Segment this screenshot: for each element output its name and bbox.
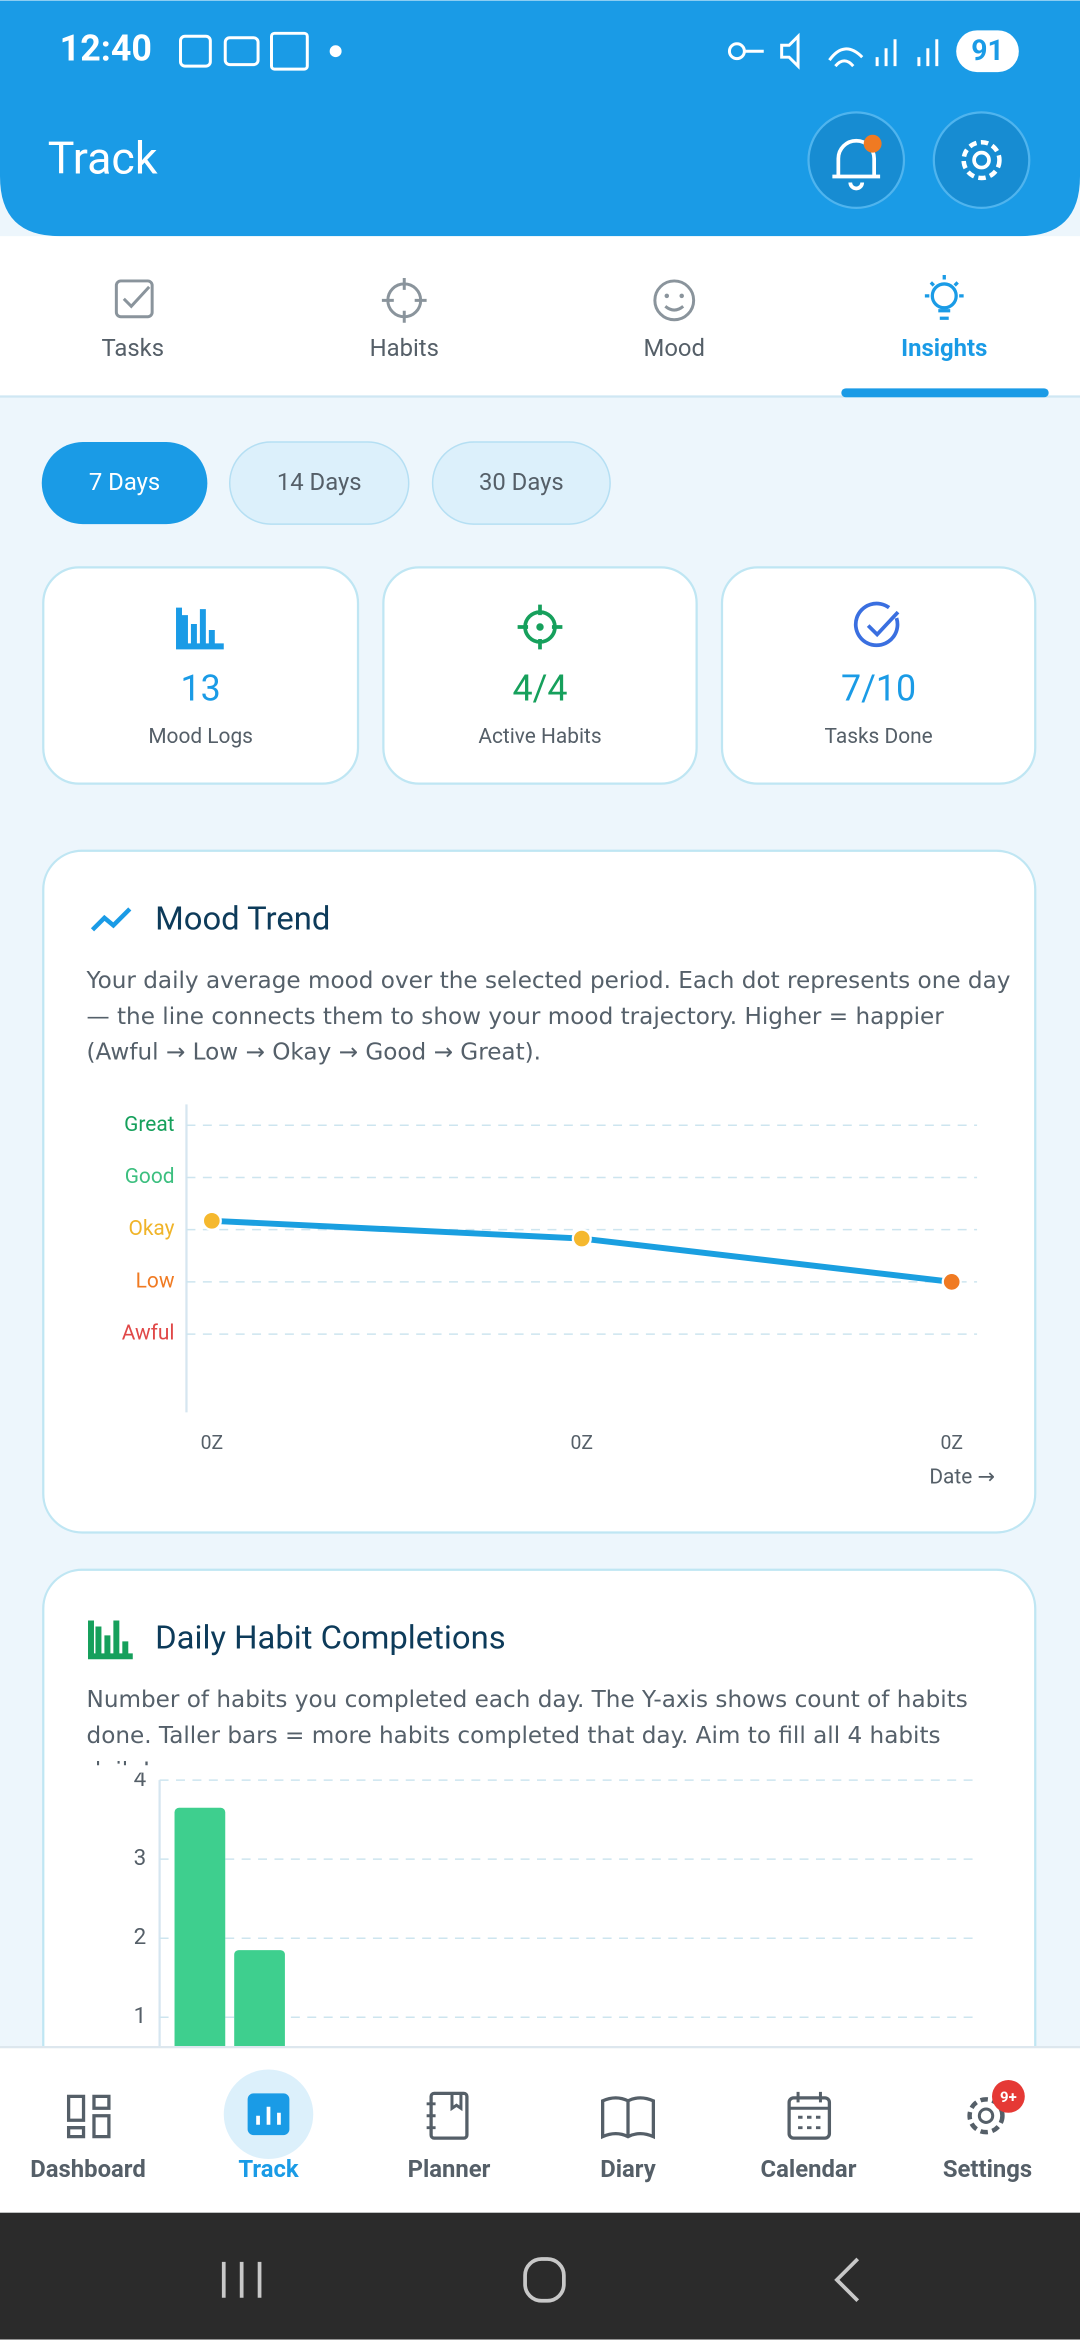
range-pill[interactable]: 30 Days: [431, 441, 611, 525]
nav-item[interactable]: 9+ Settings: [943, 2079, 1032, 2183]
mood-point: [941, 1271, 962, 1292]
nav-item[interactable]: Planner: [408, 2091, 491, 2183]
card-title: Mood Trend: [155, 901, 330, 939]
bar: [174, 1807, 226, 2048]
stat-card: 13 Mood Logs: [42, 566, 360, 785]
tab[interactable]: Insights: [841, 274, 1049, 398]
range-label: 7 Days: [89, 468, 160, 496]
card-description-box: Number of habits you completed each day.…: [86, 1686, 968, 1765]
status-icons: [179, 31, 939, 71]
card-description: Number of habits you completed each day.…: [86, 1686, 968, 1765]
y-tick-label: Low: [136, 1269, 175, 1293]
nav-label: Planner: [408, 2155, 491, 2183]
tab-label: Insights: [901, 334, 987, 362]
battery: [956, 30, 1019, 73]
range-pill[interactable]: 7 Days: [41, 442, 208, 525]
stat-value: 13: [181, 668, 221, 710]
y-tick-label: Great: [124, 1113, 175, 1137]
stat-card: 4/4 Active Habits: [382, 566, 698, 785]
tab-label: Tasks: [101, 334, 164, 362]
x-tick-label: 0Z: [940, 1431, 962, 1454]
habit-card: Daily Habit Completions Number of habits…: [42, 1568, 1037, 2048]
stat-value: 4/4: [512, 668, 567, 710]
x-axis-label: Date →: [929, 1466, 995, 1490]
header-title: Track: [48, 131, 158, 184]
nav-badge: 9+: [1000, 2088, 1017, 2106]
status-time: 12:40: [60, 28, 152, 70]
nav-item[interactable]: Calendar: [761, 2091, 857, 2183]
tab-indicator: [841, 388, 1049, 398]
y-tick-label: Awful: [122, 1322, 175, 1346]
stat-label: Mood Logs: [148, 725, 253, 749]
nav-item[interactable]: Diary: [600, 2096, 656, 2183]
range-label: 30 Days: [479, 468, 564, 496]
range-label: 14 Days: [277, 468, 362, 496]
stat-label: Active Habits: [478, 725, 601, 749]
y-tick-label: Good: [125, 1165, 175, 1189]
card-description: Your daily average mood over the selecte…: [86, 967, 1011, 1066]
card-title: Daily Habit Completions: [155, 1620, 506, 1658]
nav-label: Calendar: [761, 2155, 857, 2183]
system-nav-buttons[interactable]: [221, 2257, 860, 2303]
app-header: [0, 0, 1080, 237]
tab-label: Habits: [370, 334, 439, 362]
system-nav: [0, 2212, 1080, 2340]
y-tick-label: 1: [134, 2003, 147, 2029]
x-tick-label: 0Z: [201, 1431, 224, 1454]
mood-trend-card: Mood Trend Your daily average mood over …: [42, 849, 1037, 1534]
card-description-box: Your daily average mood over the selecte…: [86, 967, 1011, 1066]
nav-label: Settings: [943, 2155, 1032, 2183]
battery-level: 91: [971, 34, 1004, 67]
stat-label: Tasks Done: [825, 725, 933, 749]
notification-button[interactable]: [807, 111, 906, 209]
stat-card: 7/10 Tasks Done: [720, 566, 1037, 785]
x-tick-label: 0Z: [571, 1431, 594, 1454]
nav-item[interactable]: Track: [223, 2069, 314, 2184]
y-tick-label: 3: [134, 1845, 147, 1871]
y-tick-label: 4: [134, 1766, 147, 1792]
bottom-nav: [0, 2047, 1080, 2213]
mood-point: [571, 1228, 592, 1249]
stat-value: 7/10: [841, 668, 916, 710]
nav-label: Track: [238, 2155, 299, 2183]
y-tick-label: 2: [134, 1924, 147, 1950]
tab-label: Mood: [643, 334, 705, 362]
tab[interactable]: Tasks: [101, 279, 164, 362]
tab[interactable]: Habits: [370, 277, 439, 362]
habit-chart: 1 2 3 4: [134, 1766, 973, 2048]
nav-label: Dashboard: [30, 2155, 146, 2183]
tab-bar: [0, 236, 1080, 396]
tab[interactable]: Mood: [643, 279, 705, 362]
settings-button[interactable]: [932, 111, 1031, 209]
mood-point: [201, 1210, 222, 1231]
range-pill[interactable]: 14 Days: [228, 441, 410, 525]
nav-item[interactable]: Dashboard: [30, 2094, 146, 2183]
y-tick-label: Okay: [128, 1217, 174, 1241]
bar: [234, 1950, 285, 2048]
nav-label: Diary: [600, 2155, 656, 2183]
